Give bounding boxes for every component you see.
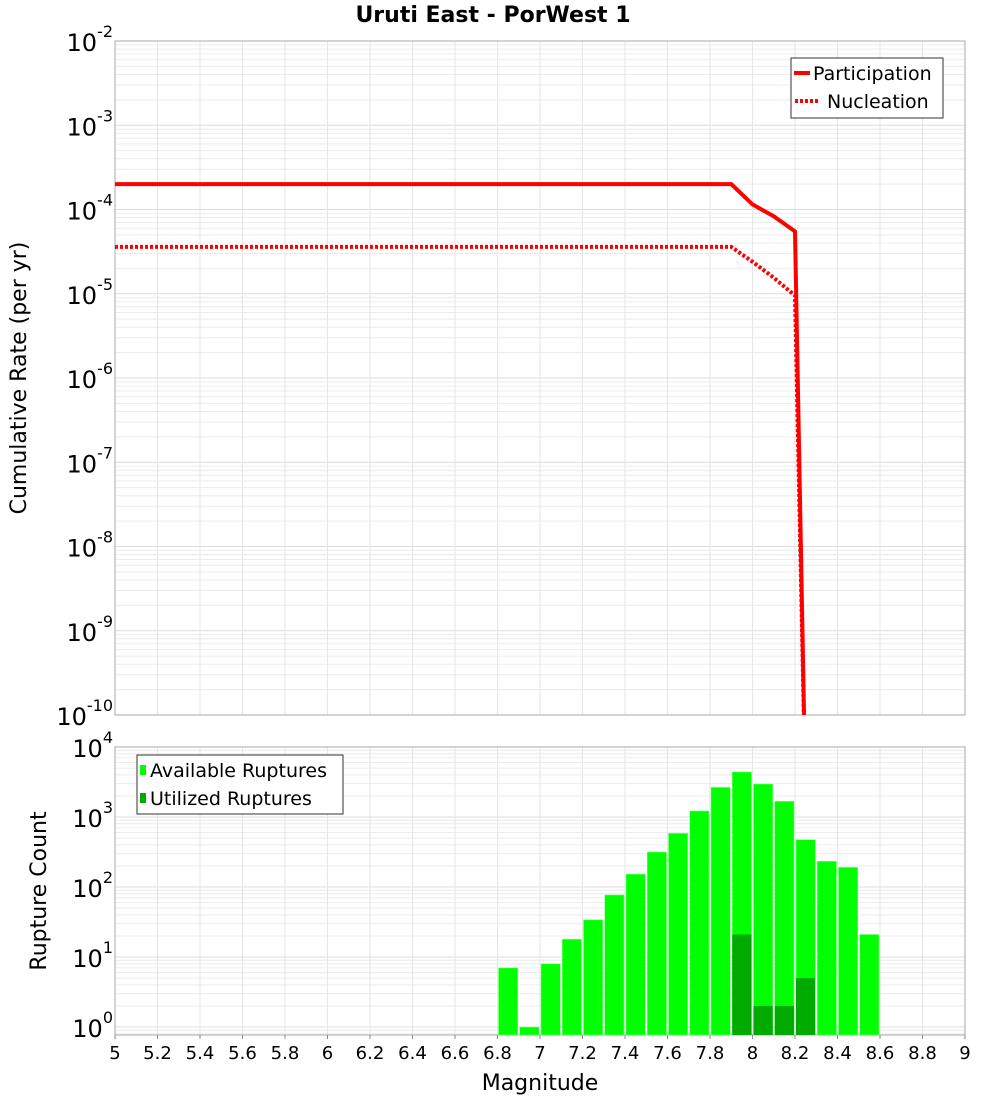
available-bar: [604, 894, 625, 1036]
available-bar: [710, 787, 731, 1036]
top-y-tick-label: 10-5: [67, 275, 114, 310]
bottom-legend: Available Ruptures Utilized Ruptures: [136, 754, 344, 815]
bottom-y-tick-label: 102: [72, 868, 113, 903]
top-y-tick-label: 10-9: [67, 612, 114, 647]
x-tick-label: 8.8: [908, 1043, 937, 1064]
x-tick-label: 5.6: [228, 1043, 257, 1064]
top-frame: [114, 40, 966, 716]
legend-available-label: Available Ruptures: [150, 760, 327, 782]
utilized-bar: [796, 978, 816, 1035]
top-y-tick-label: 10-3: [67, 106, 114, 141]
x-tick-label: 6.8: [483, 1043, 512, 1064]
x-tick-label: 7.6: [653, 1043, 682, 1064]
bottom-y-axis-label: Rupture Count: [27, 811, 52, 971]
available-bar: [583, 919, 604, 1036]
available-bar: [774, 801, 795, 1036]
x-tick-label: 5.8: [271, 1043, 300, 1064]
x-tick-label: 8.2: [781, 1043, 810, 1064]
available-bar: [668, 833, 689, 1036]
x-tick-label: 6: [322, 1043, 333, 1064]
x-tick-label: 5.2: [143, 1043, 172, 1064]
chart-title: Uruti East - PorWest 1: [355, 3, 630, 28]
bottom-y-tick-label: 104: [72, 728, 113, 763]
x-tick-label: 7.8: [696, 1043, 725, 1064]
available-bar: [859, 934, 880, 1036]
legend-nucleation-label: Nucleation: [827, 91, 929, 113]
x-tick-label: 8: [747, 1043, 758, 1064]
legend-utilized-label: Utilized Ruptures: [150, 788, 312, 810]
available-bar: [498, 967, 519, 1036]
x-tick-label: 6.4: [398, 1043, 427, 1064]
x-tick-label: 7.2: [568, 1043, 597, 1064]
top-y-tick-label: 10-4: [67, 191, 114, 226]
top-y-axis-label: Cumulative Rate (per yr): [7, 242, 32, 515]
legend-utilized-swatch: [140, 793, 146, 803]
x-tick-label: 7: [534, 1043, 545, 1064]
top-y-tick-label: 10-8: [67, 528, 114, 563]
utilized-bar: [774, 1005, 794, 1035]
utilized-bar: [732, 934, 752, 1035]
rate-plot: 10-2 10-3 10-4 10-5 10-6 10-7 10-8 10-9 10-10: [56, 22, 966, 731]
available-bar: [519, 1026, 540, 1036]
legend-available-swatch: [140, 765, 146, 775]
x-tick-label: 8.6: [866, 1043, 895, 1064]
available-bar: [753, 783, 774, 1036]
series-line-participation: [115, 182, 807, 715]
available-bar: [625, 873, 646, 1036]
available-bar: [561, 938, 582, 1036]
available-bar: [689, 810, 710, 1036]
top-y-tick-label: 10-2: [67, 22, 114, 57]
x-tick-label: 8.4: [823, 1043, 852, 1064]
available-bar: [646, 851, 667, 1036]
available-bar: [838, 867, 859, 1036]
x-tick-label: 5.4: [186, 1043, 215, 1064]
x-tick-label: 5: [109, 1043, 120, 1064]
bottom-y-tick-label: 100: [72, 1008, 113, 1043]
top-y-tick-label: 10-6: [67, 359, 114, 394]
bottom-y-tick-label: 101: [72, 938, 113, 973]
available-bar: [816, 861, 837, 1036]
available-bar: [540, 963, 561, 1036]
series-line-nucleation: [115, 244, 806, 715]
top-legend: Participation Nucleation: [790, 57, 944, 119]
x-tick-label: 6.6: [441, 1043, 470, 1064]
x-tick-label: 9: [959, 1043, 970, 1064]
top-y-tick-label: 10-7: [67, 443, 114, 478]
bottom-y-tick-label: 103: [72, 798, 113, 833]
x-axis-label: Magnitude: [482, 1071, 599, 1096]
utilized-bar: [753, 1005, 773, 1035]
x-tick-label: 7.4: [611, 1043, 640, 1064]
x-tick-label: 6.2: [356, 1043, 385, 1064]
legend-participation-label: Participation: [813, 63, 932, 85]
top-y-tick-label: 10-10: [56, 696, 113, 731]
